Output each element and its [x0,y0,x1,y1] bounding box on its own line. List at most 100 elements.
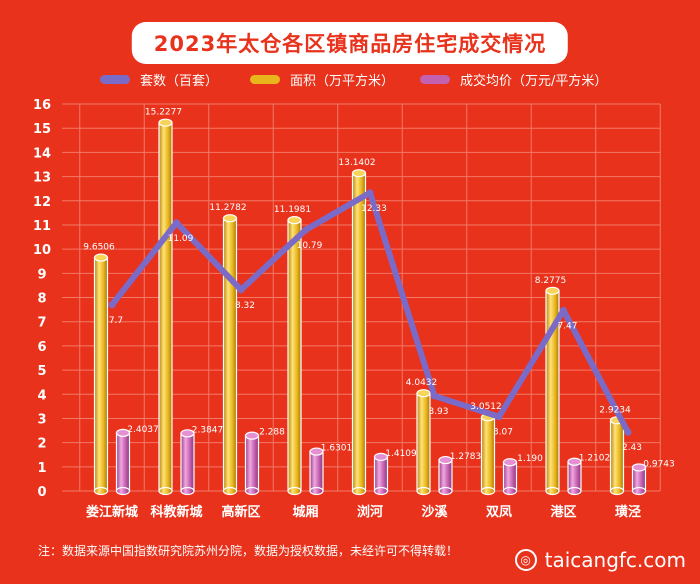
legend-label-price: 成交均价（万元/平方米） [460,74,608,89]
y-tick-label: 6 [37,340,46,355]
line-count-point [237,286,245,294]
bar-area-2 [222,214,238,496]
data-label-count: 3.93 [428,407,448,417]
y-tick-label: 2 [37,437,46,452]
chart-title: 2023年太仓各区镇商品房住宅成交情况 [153,32,547,56]
legend-item-area: 面积（万平方米） [250,70,394,89]
data-label-area: 11.1981 [274,205,311,215]
legend-swatch-count [100,75,130,84]
line-count-point [366,189,374,197]
data-label-count: 11.09 [168,234,194,244]
bar-price-0 [115,428,131,496]
bar-price-6 [502,458,518,496]
legend-swatch-price [420,75,450,84]
data-label-count: 12.33 [361,204,387,214]
legend: 套数（百套） 面积（万平方米） 成交均价（万元/平方米） [100,66,620,92]
watermark-icon: ◎ [514,549,537,571]
data-label-count: 7.47 [557,321,577,331]
y-tick-label: 10 [33,243,51,258]
data-label-count: 10.79 [297,241,323,251]
site-watermark: ◎ taicangfc.com [514,548,686,572]
data-label-price: 1.190 [517,454,543,464]
bar-area-8 [609,416,625,496]
data-label-area: 13.1402 [338,158,375,168]
bar-price-5 [438,455,453,496]
bar-area-5 [416,389,431,496]
data-label-area: 4.0432 [406,378,438,388]
x-tick-label: 高新区 [221,504,260,520]
x-tick-label: 科教新城 [150,504,202,520]
line-count-point [560,306,567,314]
y-tick-label: 12 [33,195,51,210]
bar-area-1 [158,118,173,496]
data-label-count: 3.07 [493,428,513,438]
y-tick-label: 3 [37,412,46,427]
line-count-point [173,219,180,227]
bar-area-6 [480,413,496,496]
x-tick-label: 璜泾 [615,504,641,520]
data-label-price: 0.9743 [643,459,675,469]
x-tick-label: 沙溪 [421,504,448,520]
data-label-area: 8.2775 [535,276,567,286]
y-tick-label: 11 [33,219,51,234]
data-label-area: 3.0512 [470,402,502,412]
bar-price-2 [244,431,260,496]
line-count-point [431,392,438,400]
data-label-area: 11.2782 [209,203,246,213]
x-tick-label: 浏河 [357,504,383,520]
bar-area-4 [351,169,367,496]
data-label-price: 1.6301 [321,444,353,454]
line-count-point [624,428,632,436]
y-tick-label: 15 [33,122,51,137]
bar-area-3 [287,216,302,496]
y-tick-label: 8 [37,292,46,307]
data-label-price: 2.3847 [192,425,224,435]
y-tick-label: 0 [37,485,46,500]
y-tick-label: 7 [37,316,46,331]
legend-label-area: 面积（万平方米） [290,74,395,89]
x-tick-labels: 娄江新城 科教新城 高新区 城厢 浏河 沙溪 双凤 港区 璜泾 [86,504,641,520]
legend-item-price: 成交均价（万元/平方米） [420,70,607,89]
chart-title-banner: 2023年太仓各区镇商品房住宅成交情况 [131,22,569,64]
y-tick-label: 9 [37,267,46,282]
y-tick-label: 16 [33,98,51,113]
legend-swatch-area [250,75,280,84]
bar-price-3 [309,447,324,496]
line-count-point [302,226,309,234]
line-count-point [108,301,116,309]
y-tick-label: 1 [37,461,46,476]
data-label-price: 1.2783 [450,452,482,462]
data-label-price: 2.4037 [127,425,159,435]
line-count-point [495,413,503,421]
bar-price-7 [567,457,582,496]
x-tick-label: 双凤 [486,505,512,520]
bar-price-1 [180,429,195,496]
data-label-count: 8.32 [235,301,255,311]
data-label-count: 7.7 [109,316,123,326]
data-label-price: 2.288 [259,428,285,438]
line-layer [108,189,632,436]
data-label-area: 15.2277 [145,108,182,118]
bar-area-7 [545,286,560,496]
bars-layer [93,118,647,496]
y-tick-label: 13 [33,171,51,186]
data-label-price: 1.2102 [579,454,611,464]
legend-item-count: 套数（百套） [100,70,218,89]
data-label-price: 1.4109 [385,449,417,459]
data-label-count: 2.43 [622,443,642,453]
legend-label-count: 套数（百套） [140,74,219,89]
bar-price-8 [631,463,647,496]
watermark-text: taicangfc.com [544,548,686,572]
x-tick-label: 港区 [550,504,576,520]
source-note: 注：数据来源中国指数研究院苏州分院，数据为授权数据，未经许可不得转载！ [38,544,459,558]
bar-area-0 [93,253,109,496]
y-tick-label: 14 [33,146,51,161]
x-tick-label: 娄江新城 [86,504,138,520]
data-label-area: 9.6506 [83,243,115,253]
data-labels-layer: 9.6506 2.4037 15.2277 2.3847 11.2782 2.288 11.… [83,108,675,470]
bar-price-4 [373,452,389,496]
y-tick-label: 5 [37,364,46,379]
data-label-area: 2.9234 [599,405,631,415]
